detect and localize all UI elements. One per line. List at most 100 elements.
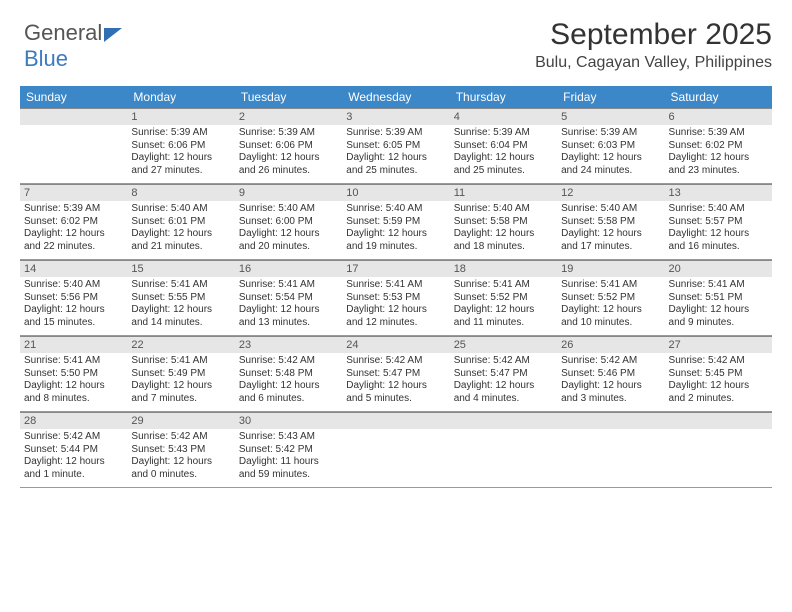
- day-number: 19: [557, 260, 664, 277]
- day-number: 18: [450, 260, 557, 277]
- daylight-text-1: Daylight: 12 hours: [346, 228, 445, 241]
- day-body: Sunrise: 5:41 AMSunset: 5:51 PMDaylight:…: [665, 277, 772, 335]
- sunrise-text: Sunrise: 5:41 AM: [454, 279, 553, 292]
- day-number: 21: [20, 336, 127, 353]
- daylight-text-2: and 20 minutes.: [239, 241, 338, 254]
- daylight-text-2: and 6 minutes.: [239, 393, 338, 406]
- day-header: Monday: [127, 86, 234, 108]
- day-number: 25: [450, 336, 557, 353]
- day-body: Sunrise: 5:39 AMSunset: 6:06 PMDaylight:…: [127, 125, 234, 183]
- day-cell: 11Sunrise: 5:40 AMSunset: 5:58 PMDayligh…: [450, 184, 557, 260]
- day-body: [450, 429, 557, 473]
- header-right: September 2025 Bulu, Cagayan Valley, Phi…: [20, 18, 772, 72]
- day-body: Sunrise: 5:39 AMSunset: 6:02 PMDaylight:…: [20, 201, 127, 259]
- sunrise-text: Sunrise: 5:41 AM: [131, 355, 230, 368]
- day-body: Sunrise: 5:39 AMSunset: 6:06 PMDaylight:…: [235, 125, 342, 183]
- daylight-text-1: Daylight: 12 hours: [561, 304, 660, 317]
- day-number: [450, 412, 557, 429]
- location-text: Bulu, Cagayan Valley, Philippines: [20, 54, 772, 72]
- sunset-text: Sunset: 5:49 PM: [131, 368, 230, 381]
- daylight-text-1: Daylight: 12 hours: [561, 380, 660, 393]
- sunset-text: Sunset: 6:03 PM: [561, 140, 660, 153]
- daylight-text-1: Daylight: 12 hours: [454, 228, 553, 241]
- week-row: 21Sunrise: 5:41 AMSunset: 5:50 PMDayligh…: [20, 336, 772, 412]
- daylight-text-1: Daylight: 12 hours: [239, 380, 338, 393]
- daylight-text-2: and 2 minutes.: [669, 393, 768, 406]
- week-row: 7Sunrise: 5:39 AMSunset: 6:02 PMDaylight…: [20, 184, 772, 260]
- sunrise-text: Sunrise: 5:42 AM: [454, 355, 553, 368]
- daylight-text-2: and 8 minutes.: [24, 393, 123, 406]
- sunrise-text: Sunrise: 5:39 AM: [131, 127, 230, 140]
- sunset-text: Sunset: 5:59 PM: [346, 216, 445, 229]
- daylight-text-2: and 23 minutes.: [669, 165, 768, 178]
- day-body: Sunrise: 5:41 AMSunset: 5:54 PMDaylight:…: [235, 277, 342, 335]
- day-header: Saturday: [665, 86, 772, 108]
- daylight-text-1: Daylight: 12 hours: [131, 380, 230, 393]
- daylight-text-1: Daylight: 12 hours: [131, 228, 230, 241]
- daylight-text-1: Daylight: 12 hours: [346, 304, 445, 317]
- daylight-text-1: Daylight: 12 hours: [669, 228, 768, 241]
- day-cell: 27Sunrise: 5:42 AMSunset: 5:45 PMDayligh…: [665, 336, 772, 412]
- sunset-text: Sunset: 6:06 PM: [239, 140, 338, 153]
- day-number: 27: [665, 336, 772, 353]
- sunset-text: Sunset: 5:57 PM: [669, 216, 768, 229]
- sunrise-text: Sunrise: 5:40 AM: [669, 203, 768, 216]
- sunset-text: Sunset: 5:42 PM: [239, 444, 338, 457]
- logo-triangle-icon: [104, 28, 122, 42]
- daylight-text-1: Daylight: 12 hours: [669, 380, 768, 393]
- sunrise-text: Sunrise: 5:43 AM: [239, 431, 338, 444]
- daylight-text-2: and 5 minutes.: [346, 393, 445, 406]
- sunrise-text: Sunrise: 5:40 AM: [346, 203, 445, 216]
- day-cell: 17Sunrise: 5:41 AMSunset: 5:53 PMDayligh…: [342, 260, 449, 336]
- daylight-text-1: Daylight: 12 hours: [24, 380, 123, 393]
- daylight-text-2: and 0 minutes.: [131, 469, 230, 482]
- day-cell: 4Sunrise: 5:39 AMSunset: 6:04 PMDaylight…: [450, 108, 557, 184]
- daylight-text-1: Daylight: 12 hours: [454, 304, 553, 317]
- day-cell: 21Sunrise: 5:41 AMSunset: 5:50 PMDayligh…: [20, 336, 127, 412]
- sunset-text: Sunset: 5:58 PM: [454, 216, 553, 229]
- daylight-text-2: and 7 minutes.: [131, 393, 230, 406]
- day-body: Sunrise: 5:40 AMSunset: 5:58 PMDaylight:…: [557, 201, 664, 259]
- day-body: Sunrise: 5:40 AMSunset: 5:57 PMDaylight:…: [665, 201, 772, 259]
- sunrise-text: Sunrise: 5:39 AM: [24, 203, 123, 216]
- sunrise-text: Sunrise: 5:40 AM: [561, 203, 660, 216]
- day-body: Sunrise: 5:42 AMSunset: 5:44 PMDaylight:…: [20, 429, 127, 487]
- daylight-text-2: and 12 minutes.: [346, 317, 445, 330]
- daylight-text-2: and 21 minutes.: [131, 241, 230, 254]
- sunset-text: Sunset: 5:53 PM: [346, 292, 445, 305]
- day-cell: 13Sunrise: 5:40 AMSunset: 5:57 PMDayligh…: [665, 184, 772, 260]
- brand-logo: General Blue: [24, 20, 122, 72]
- day-body: [665, 429, 772, 473]
- day-number: 28: [20, 412, 127, 429]
- day-body: Sunrise: 5:42 AMSunset: 5:46 PMDaylight:…: [557, 353, 664, 411]
- daylight-text-2: and 18 minutes.: [454, 241, 553, 254]
- day-body: Sunrise: 5:39 AMSunset: 6:05 PMDaylight:…: [342, 125, 449, 183]
- daylight-text-2: and 27 minutes.: [131, 165, 230, 178]
- day-number: 10: [342, 184, 449, 201]
- day-cell: [557, 412, 664, 488]
- day-number: 8: [127, 184, 234, 201]
- day-number: 26: [557, 336, 664, 353]
- sunrise-text: Sunrise: 5:40 AM: [239, 203, 338, 216]
- logo-text-1: General: [24, 20, 102, 45]
- day-body: Sunrise: 5:40 AMSunset: 5:56 PMDaylight:…: [20, 277, 127, 335]
- daylight-text-1: Daylight: 12 hours: [239, 304, 338, 317]
- sunset-text: Sunset: 5:55 PM: [131, 292, 230, 305]
- day-body: [20, 125, 127, 169]
- daylight-text-1: Daylight: 12 hours: [24, 304, 123, 317]
- day-cell: [450, 412, 557, 488]
- day-cell: 7Sunrise: 5:39 AMSunset: 6:02 PMDaylight…: [20, 184, 127, 260]
- sunrise-text: Sunrise: 5:39 AM: [454, 127, 553, 140]
- daylight-text-1: Daylight: 12 hours: [239, 228, 338, 241]
- day-cell: 26Sunrise: 5:42 AMSunset: 5:46 PMDayligh…: [557, 336, 664, 412]
- day-cell: 2Sunrise: 5:39 AMSunset: 6:06 PMDaylight…: [235, 108, 342, 184]
- sunrise-text: Sunrise: 5:42 AM: [346, 355, 445, 368]
- daylight-text-1: Daylight: 12 hours: [454, 152, 553, 165]
- day-number: 24: [342, 336, 449, 353]
- day-number: 12: [557, 184, 664, 201]
- day-number: 3: [342, 108, 449, 125]
- day-header-row: SundayMondayTuesdayWednesdayThursdayFrid…: [20, 86, 772, 108]
- day-cell: 5Sunrise: 5:39 AMSunset: 6:03 PMDaylight…: [557, 108, 664, 184]
- day-body: Sunrise: 5:41 AMSunset: 5:53 PMDaylight:…: [342, 277, 449, 335]
- week-row: 1Sunrise: 5:39 AMSunset: 6:06 PMDaylight…: [20, 108, 772, 184]
